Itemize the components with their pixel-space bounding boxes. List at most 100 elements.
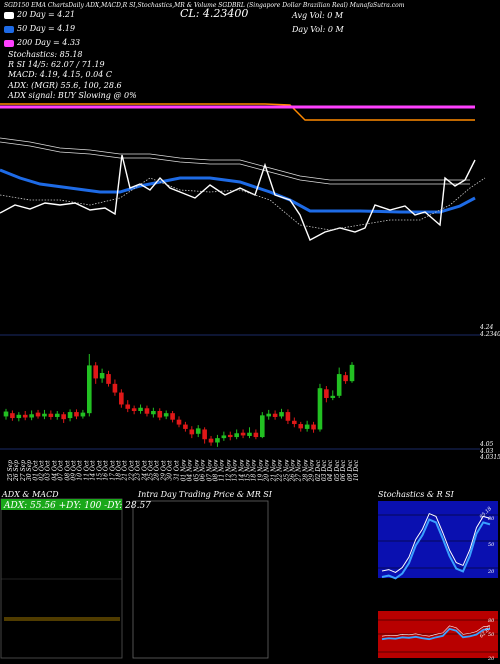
ema20-band-lower [0,141,470,185]
candle-body [330,395,336,398]
candle-body [144,408,150,414]
candle-body [227,434,233,438]
ema20-label: 20 Day = 4.21 [17,10,76,19]
candle-body [54,413,60,417]
candle-body [253,432,259,438]
candle-body [317,388,323,430]
legend-stoch: Stochastics: 85.18 [8,50,83,59]
candle-body [86,365,92,414]
rsi-line [381,627,491,641]
candle-body [311,424,316,430]
header-source: SGD150 EMA ChartsDaily ADX,MACD,R SI,Sto… [4,2,405,9]
stoch-fast-line [381,512,491,573]
candle-body [183,424,188,429]
candle-body [16,414,22,419]
candle-body [195,428,201,434]
candle-body [157,411,163,418]
candle-body [35,412,41,417]
date-tick: 10 Dec [353,459,361,482]
ema20-band-upper [0,137,470,181]
candle-body [106,374,111,384]
candle-body [202,429,207,440]
ema50-swatch [4,25,14,33]
rsi-signal-line [381,625,491,637]
candle-body [3,411,9,417]
price-tick-top: 4.24 [480,324,494,331]
avg-volume: Avg Vol: 0 M [292,11,344,20]
candle-body [304,424,310,429]
candle-body [10,413,15,419]
ema20-swatch [4,11,14,19]
ema200-swatch [4,39,14,47]
candle-body [221,435,227,439]
candle-body [125,404,131,409]
legend-adx-signal: ADX signal: BUY Slowing @ 0% [8,91,137,100]
candle-body [29,414,34,418]
candle-body [272,413,278,417]
candle-body [119,392,124,405]
stoch-panel-title: Stochastics & R SI [378,490,454,499]
candle-body [343,375,348,382]
stoch-tick-80: 80 [488,516,495,522]
candle-body [80,412,86,417]
candle-body [42,413,47,417]
candle-body [208,438,214,443]
candle-body [234,433,239,438]
close-label: CL: 4.23400 [180,7,249,20]
candle-body [61,414,66,420]
price-tick-bottom: 4.05 [480,441,494,448]
candle-body [93,365,99,379]
candle-body [240,432,246,436]
adx-panel-title: ADX & MACD [2,490,59,499]
candle-body [298,424,304,429]
candle-body [324,389,329,398]
candle-body [189,429,195,435]
legend-ema200: 200 Day = 4.33 [4,38,80,47]
candle-body [67,412,73,419]
intraday-panel-frame [132,500,269,659]
candle-body [336,374,342,396]
adx-panel-frame [0,498,123,659]
adx-values: ADX: 55.56 +DY: 100 -DY: 28.57 [4,501,151,511]
candle-body [349,364,355,382]
ema200-orange-line [0,103,475,121]
ema-dotted-line [0,177,486,231]
price-tick-bottom-2: 4.03 [480,448,494,455]
legend-ema50: 50 Day = 4.19 [4,24,75,33]
price-tick-top-2: 4.23400 [480,331,500,338]
candle-body [247,432,252,436]
candle-body [22,414,28,418]
candle-body [215,438,220,443]
candle-body [292,420,297,425]
stoch-tick-50: 50 [488,542,495,548]
stoch-slow-line [381,518,491,580]
candle-body [131,408,137,411]
rsi-tick-20: 20 [488,656,495,662]
ema200-label: 200 Day = 4.33 [17,38,81,47]
candle-body [163,413,169,417]
candle-body [259,415,265,438]
stoch-tick-20: 20 [488,569,495,575]
candle-body [285,412,291,421]
ema50-line [0,168,476,214]
candle-body [112,383,118,393]
legend-ema20: 20 Day = 4.21 [4,10,75,19]
legend-adx: ADX: (MGR) 55.6, 100, 28.6 [8,81,122,90]
ema50-label: 50 Day = 4.19 [17,24,76,33]
price-tick-bottom-3: 4.03150 [480,454,500,461]
day-volume: Day Vol: 0 M [292,25,344,34]
rsi-tick-50: 50 [488,632,495,638]
main-price-chart [0,103,486,450]
candle-body [176,419,182,425]
candle-body [48,413,54,417]
candle-body [279,412,284,417]
legend-rsi: R SI 14/5: 62.07 / 71.19 [8,60,105,69]
candle-body [170,413,175,420]
rsi-tick-80: 80 [488,618,495,624]
candle-body [266,413,272,417]
candle-body [151,411,156,415]
candle-body [138,407,143,411]
candle-body [99,373,105,379]
legend-macd: MACD: 4.19, 4.15, 0.04 C [8,70,113,79]
candle-body [74,412,79,417]
